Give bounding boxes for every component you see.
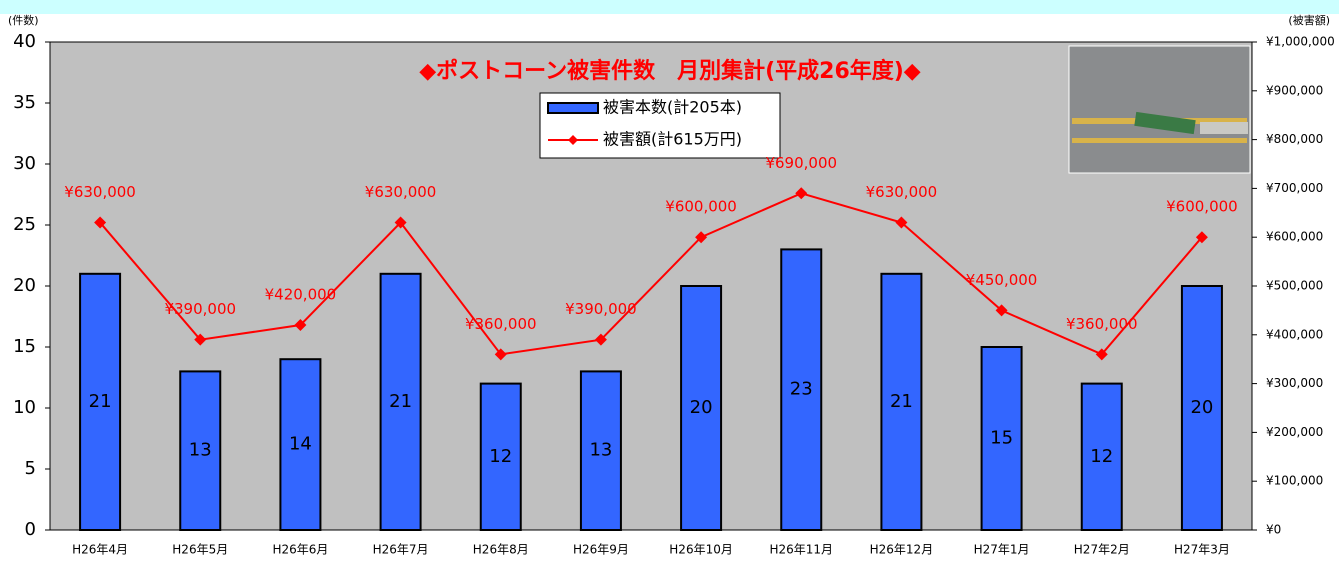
x-tick-label: H26年5月 (172, 543, 228, 557)
bar-label: 12 (1090, 446, 1113, 467)
photo-line (1072, 138, 1247, 143)
legend-label: 被害本数(計205本) (603, 98, 742, 117)
line-label: ¥360,000 (465, 315, 537, 333)
bar-label: 21 (89, 391, 112, 412)
x-tick-label: H27年2月 (1074, 543, 1130, 557)
line-label: ¥390,000 (164, 300, 236, 318)
y-tick-label: 5 (25, 458, 36, 479)
legend-label: 被害額(計615万円) (603, 130, 742, 149)
bar-label: 21 (890, 391, 913, 412)
bar-label: 12 (489, 446, 512, 467)
y-tick-label: 15 (13, 336, 36, 357)
y-tick-label: 20 (13, 275, 36, 296)
y2-tick-label: ¥1,000,000 (1266, 35, 1335, 49)
bar-label: 23 (790, 379, 813, 400)
line-label: ¥600,000 (1166, 198, 1238, 216)
photo-cone (1200, 122, 1248, 134)
line-label: ¥450,000 (966, 271, 1038, 289)
bar-label: 20 (1190, 397, 1213, 418)
bar-label: 15 (990, 428, 1013, 449)
y-tick-label: 10 (13, 397, 36, 418)
line-label: ¥630,000 (64, 183, 136, 201)
x-tick-label: H26年10月 (669, 543, 733, 557)
y2-tick-label: ¥600,000 (1266, 230, 1323, 244)
line-label: ¥630,000 (365, 183, 437, 201)
y2-tick-label: ¥700,000 (1266, 181, 1323, 195)
x-tick-label: H26年8月 (473, 543, 529, 557)
y2-axis-label: (被害額) (1288, 13, 1330, 27)
bar-label: 13 (189, 440, 212, 461)
x-tick-label: H26年11月 (769, 543, 833, 557)
y-tick-label: 35 (13, 92, 36, 113)
bar-label: 14 (289, 434, 312, 455)
y2-tick-label: ¥300,000 (1266, 376, 1323, 390)
x-tick-label: H27年3月 (1174, 543, 1230, 557)
y-tick-label: 40 (13, 31, 36, 52)
y2-tick-label: ¥900,000 (1266, 83, 1323, 97)
line-label: ¥630,000 (866, 183, 938, 201)
bar-label: 20 (690, 397, 713, 418)
y-tick-label: 30 (13, 153, 36, 174)
header-band (0, 0, 1339, 14)
x-tick-label: H26年12月 (870, 543, 934, 557)
y2-tick-label: ¥500,000 (1266, 279, 1323, 293)
x-tick-label: H26年7月 (373, 543, 429, 557)
x-tick-label: H26年6月 (272, 543, 328, 557)
y2-tick-label: ¥200,000 (1266, 425, 1323, 439)
bar-label: 21 (389, 391, 412, 412)
line-label: ¥390,000 (565, 300, 637, 318)
legend-swatch (548, 103, 598, 113)
y-axis-label: (件数) (8, 14, 39, 27)
photo (1069, 46, 1250, 173)
line-label: ¥360,000 (1066, 315, 1138, 333)
y2-tick-label: ¥800,000 (1266, 132, 1323, 146)
bar-label: 13 (589, 440, 612, 461)
y-tick-label: 0 (25, 519, 36, 540)
x-tick-label: H27年1月 (974, 543, 1030, 557)
y2-tick-label: ¥0 (1266, 523, 1281, 537)
y-tick-label: 25 (13, 214, 36, 235)
y2-tick-label: ¥400,000 (1266, 327, 1323, 341)
y2-tick-label: ¥100,000 (1266, 474, 1323, 488)
x-tick-label: H26年4月 (72, 543, 128, 557)
line-label: ¥690,000 (765, 154, 837, 172)
line-label: ¥420,000 (265, 286, 337, 304)
chart: (件数) (被害額) ◆ポストコーン被害件数 月別集計(平成26年度)◆ 0 5 1… (0, 0, 1339, 581)
chart-title: ◆ポストコーン被害件数 月別集計(平成26年度)◆ (419, 58, 921, 84)
x-tick-label: H26年9月 (573, 543, 629, 557)
line-label: ¥600,000 (665, 198, 737, 216)
